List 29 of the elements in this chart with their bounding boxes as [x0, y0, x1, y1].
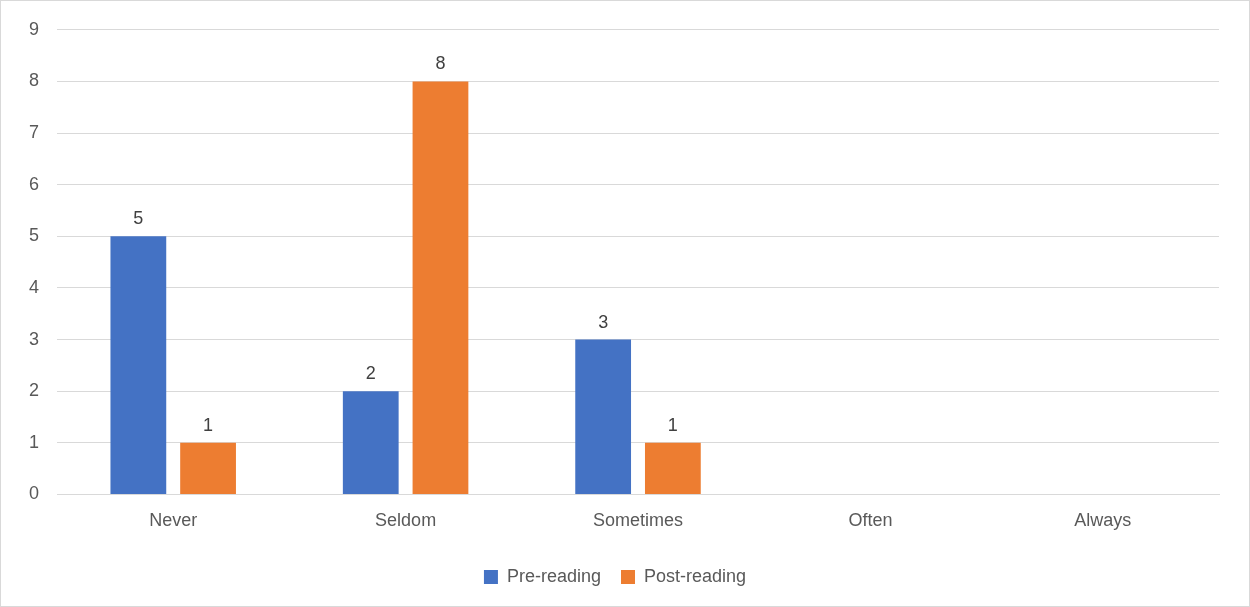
y-tick-label: 8 [29, 70, 40, 91]
y-tick-label: 1 [29, 431, 40, 452]
x-tick-label: Never [149, 510, 198, 531]
data-label: 1 [203, 414, 214, 435]
y-tick-label: 0 [29, 483, 40, 504]
y-tick-label: 6 [29, 173, 40, 194]
bar [180, 442, 236, 494]
data-label: 1 [667, 414, 678, 435]
y-tick-label: 5 [29, 225, 40, 246]
bar [644, 442, 701, 494]
x-tick-label: Often [848, 510, 893, 531]
data-label: 5 [133, 208, 144, 229]
legend-label: Post-reading [644, 565, 747, 586]
y-tick-label: 2 [29, 380, 40, 401]
y-tick-label: 9 [29, 18, 40, 39]
data-label: 3 [598, 311, 609, 332]
legend-label: Pre-reading [506, 565, 602, 586]
y-tick-label: 3 [29, 328, 40, 349]
data-label: 2 [365, 363, 376, 384]
x-tick-label: Seldom [375, 510, 437, 531]
x-tick-label: Always [1074, 510, 1132, 531]
bar [412, 81, 469, 494]
bar [575, 339, 632, 494]
data-label: 8 [435, 53, 446, 74]
y-tick-label: 4 [29, 276, 40, 297]
bar [342, 391, 399, 494]
y-tick-label: 7 [29, 122, 40, 143]
x-tick-label: Sometimes [592, 510, 684, 531]
bar [110, 236, 167, 494]
